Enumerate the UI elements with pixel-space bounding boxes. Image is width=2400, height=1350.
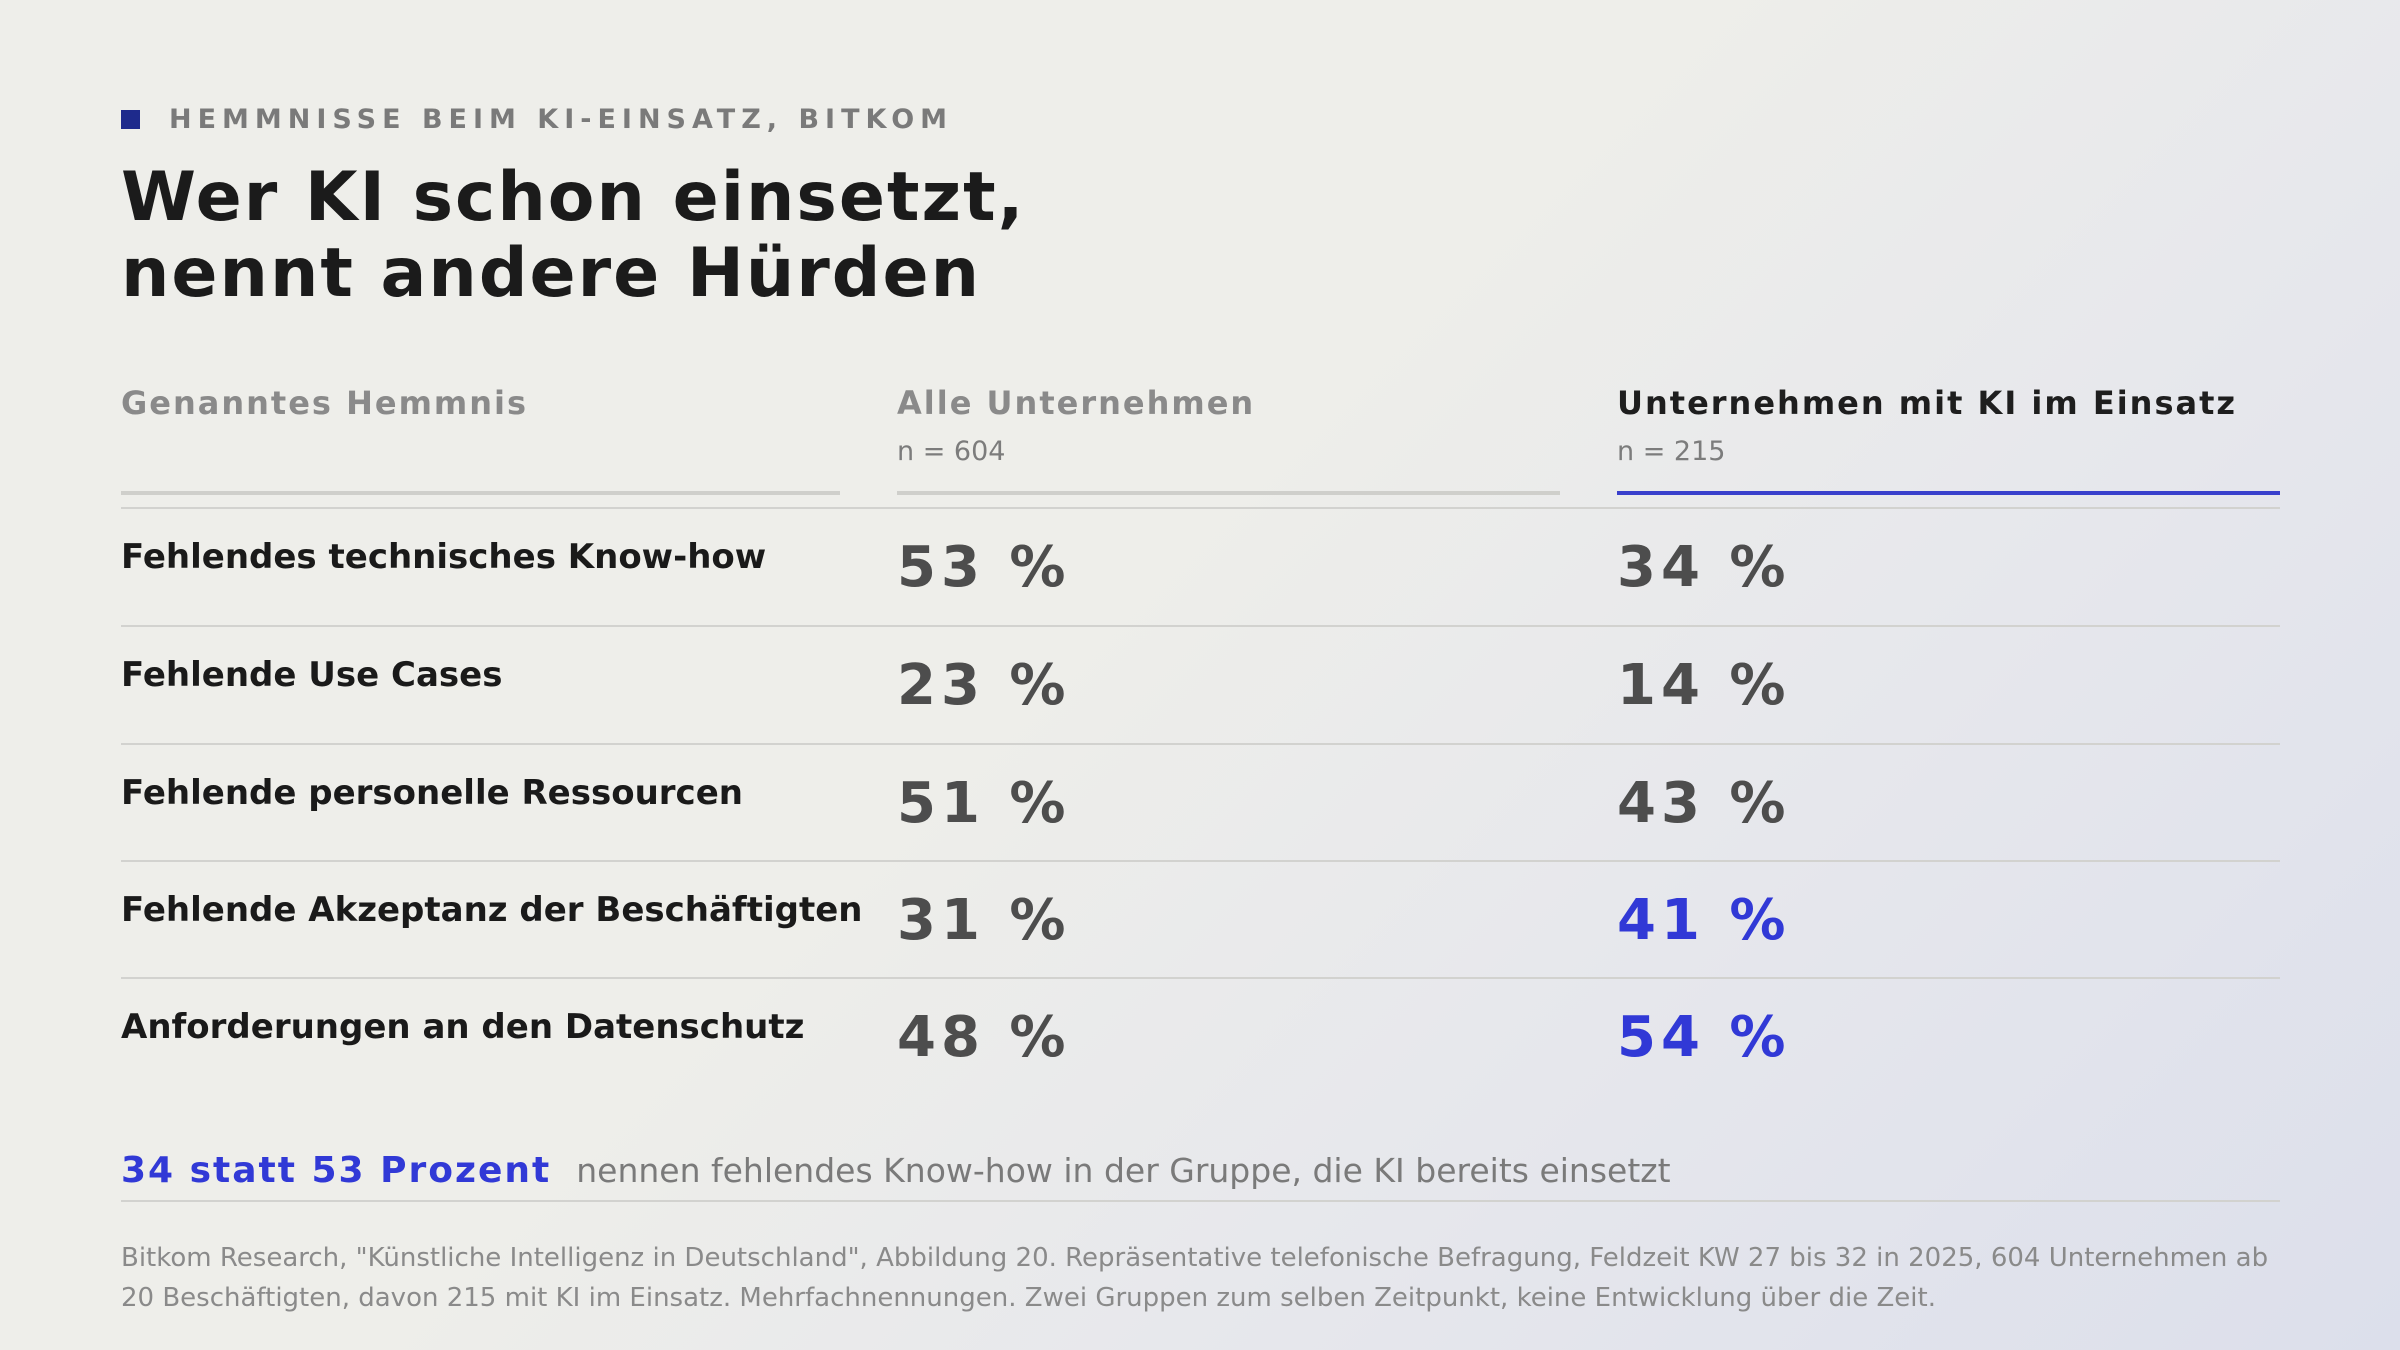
eyebrow-text: HEMMNISSE BEIM KI-EINSATZ, BITKOM — [169, 104, 954, 135]
value-alle-unternehmen: 23 % — [897, 653, 1071, 718]
row-label: Fehlende personelle Ressourcen — [121, 773, 743, 813]
footer-divider — [121, 1200, 2280, 1202]
row-divider — [121, 507, 2280, 509]
key-finding-text: nennen fehlendes Know-how in der Gruppe,… — [576, 1151, 1671, 1190]
row-divider — [121, 625, 2280, 627]
value-alle-unternehmen: 51 % — [897, 771, 1071, 836]
value-ki-unternehmen: 41 % — [1617, 888, 1791, 953]
column-header-label: Genanntes Hemmnis — [121, 384, 529, 422]
column-underline — [121, 491, 840, 495]
row-divider — [121, 977, 2280, 979]
value-alle-unternehmen: 48 % — [897, 1005, 1071, 1070]
value-ki-unternehmen: 14 % — [1617, 653, 1791, 718]
title-line-1: Wer KI schon einsetzt, — [121, 158, 1026, 237]
row-divider — [121, 743, 2280, 745]
column-underline — [897, 491, 1560, 495]
column-header-label: Alle Unternehmen — [897, 384, 1256, 422]
column-header-ki: Unternehmen mit KI im Einsatz n = 215 — [1617, 384, 2237, 467]
value-ki-unternehmen: 54 % — [1617, 1005, 1791, 1070]
column-header-label: Unternehmen mit KI im Einsatz — [1617, 384, 2237, 422]
row-label: Fehlendes technisches Know-how — [121, 537, 767, 577]
key-finding: 34 statt 53 Prozent nennen fehlendes Kno… — [121, 1150, 2321, 1191]
row-label: Anforderungen an den Datenschutz — [121, 1007, 805, 1047]
eyebrow-square-icon — [121, 110, 140, 129]
row-divider — [121, 860, 2280, 862]
column-underline-active — [1617, 491, 2280, 495]
source-note: Bitkom Research, "Künstliche Intelligenz… — [121, 1243, 2269, 1313]
key-finding-highlight: 34 statt 53 Prozent — [121, 1150, 552, 1191]
value-alle-unternehmen: 31 % — [897, 888, 1071, 953]
row-label: Fehlende Akzeptanz der Beschäftigten — [121, 890, 863, 930]
value-alle-unternehmen: 53 % — [897, 535, 1071, 600]
column-header-alle: Alle Unternehmen n = 604 — [897, 384, 1255, 467]
column-header-hemmnis: Genanntes Hemmnis — [121, 384, 528, 422]
title-line-2: nennt andere Hürden — [121, 234, 982, 313]
value-ki-unternehmen: 34 % — [1617, 535, 1791, 600]
column-sample-size: n = 215 — [1617, 436, 1726, 467]
column-sample-size: n = 604 — [897, 436, 1006, 467]
value-ki-unternehmen: 43 % — [1617, 771, 1791, 836]
eyebrow: HEMMNISSE BEIM KI-EINSATZ, BITKOM — [121, 104, 953, 135]
row-label: Fehlende Use Cases — [121, 655, 503, 695]
page-title: Wer KI schon einsetzt, nennt andere Hürd… — [121, 160, 1321, 312]
